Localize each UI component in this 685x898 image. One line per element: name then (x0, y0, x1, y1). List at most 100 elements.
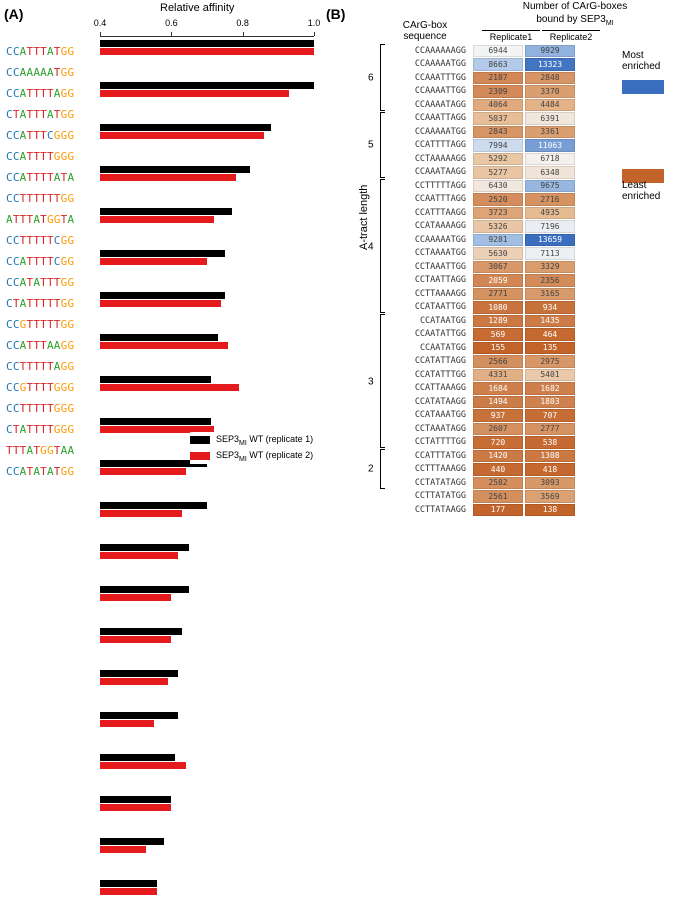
heatmap-row: CCAATATTGG569464 (392, 328, 576, 342)
heatmap-seq: CCTATTTTGG (392, 437, 472, 447)
group-bracket (380, 112, 385, 179)
bar-rep2 (100, 342, 228, 349)
legend-swatch-rep2 (190, 452, 210, 460)
seq-label: CCTTTTTTGG (6, 188, 96, 209)
heatmap-seq: CCATAATTGG (392, 302, 472, 312)
heatmap-row: CCATTTATGG14201308 (392, 449, 576, 463)
heatmap-seq: CCATTTTAGG (392, 140, 472, 150)
heatmap-row: CCTTTAAAGG440418 (392, 463, 576, 477)
heatmap-cell: 1494 (473, 396, 523, 409)
heatmap-cell: 3370 (525, 85, 575, 98)
heatmap-cell: 937 (473, 409, 523, 422)
group-label: 5 (368, 140, 374, 151)
group-bracket (380, 179, 385, 313)
heatmap-cell: 4484 (525, 99, 575, 112)
heatmap-seq: CCTAAATTGG (392, 262, 472, 272)
legend-label-rep2: SEP3MI WT (replicate 2) (216, 450, 313, 463)
heatmap-row: CCAAATTTGG21872848 (392, 71, 576, 85)
heatmap-seq: CCAAAATTGG (392, 86, 472, 96)
heatmap-cell: 13659 (525, 234, 575, 247)
heatmap-cell: 5326 (473, 220, 523, 233)
seq-label: CTATTTTTGG (6, 293, 96, 314)
heatmap-row: CCTTAAAAGG27713165 (392, 287, 576, 301)
seq-label: TTTATGGTAA (6, 440, 96, 461)
heatmap-seq: CCATATTAGG (392, 356, 472, 366)
colorbar-most-label: Mostenriched (622, 50, 660, 72)
heatmap-seq: CCAAAAATGG (392, 235, 472, 245)
heatmap-cell: 4935 (525, 207, 575, 220)
heatmap-cell: 3093 (525, 477, 575, 490)
heatmap-row: CCATATTTGG43315401 (392, 368, 576, 382)
heatmap-cell: 1435 (525, 315, 575, 328)
panel-a-label: (A) (4, 6, 23, 22)
seq-label: CCATTTTATA (6, 167, 96, 188)
bar-rep1 (100, 208, 232, 215)
heatmap-row: CCATATTAGG25662975 (392, 355, 576, 369)
bar-rep1 (100, 628, 182, 635)
heatmap-seq: CCAAATAAGG (392, 167, 472, 177)
heatmap-row: CCTTATATGG25613569 (392, 490, 576, 504)
bar-rep2 (100, 48, 314, 55)
bar-rep1 (100, 124, 271, 131)
bar-rep2 (100, 762, 186, 769)
bar-rep2 (100, 678, 168, 685)
heatmap-cell: 5277 (473, 166, 523, 179)
heatmap-cell: 2520 (473, 193, 523, 206)
heatmap-seq: CCATATTTGG (392, 370, 472, 380)
heatmap-cell: 1420 (473, 450, 523, 463)
seq-label: CTATTTTGGG (6, 419, 96, 440)
legend-swatch-rep1 (190, 436, 210, 444)
heatmap-seq: CCTAAAATGG (392, 248, 472, 258)
bar-rep2 (100, 300, 221, 307)
heatmap-cell: 6348 (525, 166, 575, 179)
seq-label: CCGTTTTTGG (6, 314, 96, 335)
seq-label: CCAAAAATGG (6, 62, 96, 83)
heatmap-seq: CCATTTATGG (392, 451, 472, 461)
figure: (A) Relative affinity 0.40.60.81.0 CCATT… (0, 0, 685, 504)
heatmap-row: CCTTATAAGG177138 (392, 503, 576, 517)
table-header-2: bound by SEP3MI (490, 14, 660, 27)
panel-a: (A) Relative affinity 0.40.60.81.0 CCATT… (0, 0, 330, 504)
bar-rep1 (100, 712, 178, 719)
rep1-header: Replicate1 (482, 30, 540, 42)
heatmap-cell: 2716 (525, 193, 575, 206)
bar-rep2 (100, 594, 171, 601)
heatmap-row: CCAAAATTGG23093370 (392, 85, 576, 99)
heatmap-cell: 7113 (525, 247, 575, 260)
bar-rep1 (100, 166, 250, 173)
heatmap-cell: 6944 (473, 45, 523, 58)
bar-rep2 (100, 846, 146, 853)
seq-label: CCATATTTGG (6, 272, 96, 293)
heatmap-cell: 440 (473, 463, 523, 476)
heatmap-seq: CCTTTTTAGG (392, 181, 472, 191)
heatmap-cell: 538 (525, 436, 575, 449)
bar-rep1 (100, 880, 157, 887)
group-label: 4 (368, 241, 374, 252)
bar-rep2 (100, 132, 264, 139)
seq-label: CCATTTTAGG (6, 83, 96, 104)
heatmap-seq: CCTATATAGG (392, 478, 472, 488)
heatmap-cell: 3569 (525, 490, 575, 503)
heatmap-cell: 3165 (525, 288, 575, 301)
bar-chart-area (100, 36, 314, 492)
legend: SEP3MI WT (replicate 1) SEP3MI WT (repli… (190, 432, 340, 464)
heatmap-cell: 11063 (525, 139, 575, 152)
heatmap-row: CCATAAAAGG53267196 (392, 220, 576, 234)
heatmap-cell: 464 (525, 328, 575, 341)
heatmap-cell: 2561 (473, 490, 523, 503)
heatmap-row: CCTATTTTGG720538 (392, 436, 576, 450)
bar-rep1 (100, 418, 211, 425)
heatmap-seq: CCATAAAAGG (392, 221, 472, 231)
heatmap-cell: 2059 (473, 274, 523, 287)
bar-rep1 (100, 376, 211, 383)
heatmap-cell: 6391 (525, 112, 575, 125)
bar-rep2 (100, 510, 182, 517)
heatmap-seq: CCAAAATAGG (392, 100, 472, 110)
heatmap-cell: 6430 (473, 180, 523, 193)
heatmap-row: CCAATTTAGG25202716 (392, 193, 576, 207)
heatmap-row: CCTTTTTAGG64309675 (392, 179, 576, 193)
heatmap-cell: 177 (473, 504, 523, 517)
group-bracket (380, 44, 385, 111)
bar-rep2 (100, 468, 186, 475)
bar-rep2 (100, 552, 178, 559)
